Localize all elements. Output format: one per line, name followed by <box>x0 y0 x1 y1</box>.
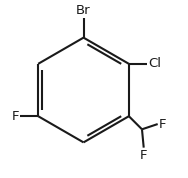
Text: F: F <box>140 148 147 161</box>
Text: F: F <box>158 117 166 130</box>
Text: Br: Br <box>76 4 91 17</box>
Text: Cl: Cl <box>148 57 161 70</box>
Text: F: F <box>11 110 19 123</box>
